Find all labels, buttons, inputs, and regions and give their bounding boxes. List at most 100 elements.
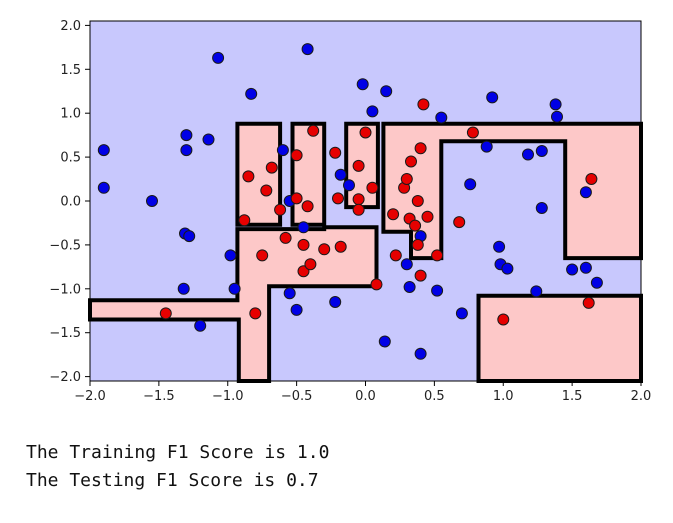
blue-point-13 [245,87,258,100]
red-point-29 [400,173,413,185]
blue-point-3 [180,129,193,142]
blue-point-35 [480,140,493,153]
blue-point-41 [530,285,543,298]
red-point-37 [417,98,430,111]
red-point-6 [265,161,278,174]
red-point-18 [332,192,344,205]
blue-point-1 [97,181,110,194]
scatter-points [97,43,603,360]
x-tick-label: −2.0 [74,389,106,404]
blue-point-33 [455,307,468,320]
x-tick-label: −1.5 [143,389,175,404]
blue-point-37 [493,240,506,253]
blue-point-44 [549,98,562,111]
red-point-25 [370,278,383,291]
blue-point-21 [334,168,347,181]
x-tick-label: 0.5 [424,389,445,404]
y-tick-label: 1.0 [60,107,81,122]
red-point-32 [409,219,422,232]
blue-point-26 [378,335,391,348]
blue-point-43 [535,145,548,157]
blue-point-6 [183,230,196,243]
red-point-23 [359,126,372,139]
x-tick-label: −0.5 [281,389,313,404]
blue-point-48 [579,261,592,274]
blue-point-42 [535,202,548,214]
blue-point-39 [501,262,514,275]
red-point-1 [238,214,251,227]
x-tick-label: 1.5 [562,389,583,404]
x-tick-label: −1.0 [212,389,244,404]
red-point-16 [318,243,331,256]
red-point-11 [297,238,310,251]
blue-point-10 [212,51,225,64]
y-tick-label: −2.0 [49,370,81,385]
red-point-15 [307,124,320,137]
red-point-17 [329,146,342,159]
testing-f1-score: The Testing F1 Score is 0.7 [26,470,319,491]
red-point-42 [497,313,510,326]
red-point-2 [242,170,255,183]
red-point-5 [260,184,273,197]
decision-region-1 [235,121,283,227]
blue-point-8 [194,319,207,332]
blue-point-36 [486,91,499,104]
blue-point-0 [97,144,110,157]
blue-point-32 [435,111,448,124]
blue-point-29 [414,347,427,360]
blue-point-17 [290,303,303,316]
blue-point-40 [522,148,534,161]
red-point-13 [301,200,314,213]
red-point-3 [249,307,262,320]
y-tick-label: 0.5 [60,151,81,166]
blue-point-24 [366,105,379,118]
red-point-31 [405,155,417,168]
blue-point-20 [329,296,342,308]
red-point-27 [389,249,402,262]
x-tick-label: 2.0 [631,389,652,404]
y-tick-label: −1.0 [49,282,81,297]
red-point-7 [274,203,287,216]
blue-point-18 [301,43,314,56]
blue-point-22 [343,179,355,192]
red-point-36 [414,142,427,155]
blue-point-47 [579,186,592,199]
red-point-41 [466,126,479,139]
red-point-21 [352,193,365,206]
blue-point-19 [297,221,310,234]
red-point-43 [582,296,595,309]
red-point-33 [411,195,424,207]
blue-point-23 [356,78,369,91]
y-tick-label: −0.5 [49,238,81,253]
red-point-34 [411,238,424,251]
blue-point-28 [403,281,416,293]
blue-point-46 [566,263,579,276]
blue-point-14 [276,144,289,157]
red-point-4 [256,249,269,262]
x-tick-label: 0.0 [355,389,376,404]
blue-point-7 [177,282,190,295]
blue-point-9 [202,133,215,146]
red-point-10 [290,192,303,205]
red-point-8 [279,231,292,244]
blue-point-25 [380,85,393,98]
red-point-38 [421,210,434,223]
blue-point-31 [431,284,444,297]
blue-point-27 [400,258,413,271]
axes: −2.0 −1.5 −1.0 −0.5 0.0 0.5 1.0 1.5 2.0 2.0 1.5 1.0… [49,19,651,404]
red-point-9 [290,149,303,162]
red-point-39 [431,249,444,262]
decision-region-5 [476,293,643,383]
red-point-24 [366,181,379,194]
y-tick-label: 1.5 [60,63,81,78]
blue-point-49 [590,276,603,289]
red-point-19 [334,240,347,253]
blue-point-16 [283,287,296,300]
red-point-35 [414,269,427,282]
red-point-40 [453,216,466,229]
red-point-20 [352,159,365,172]
red-point-44 [585,173,598,185]
blue-point-2 [146,195,158,207]
red-point-14 [304,258,317,271]
blue-point-45 [551,110,563,123]
